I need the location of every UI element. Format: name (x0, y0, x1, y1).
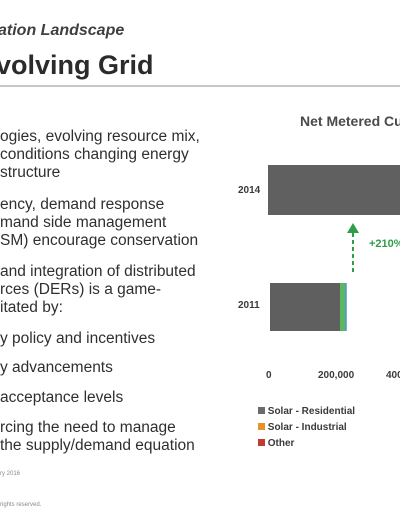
bullet-1-line-1: ogies, evolving resource mix, (0, 128, 200, 145)
bullet-3-line-2: rces (DERs) is a game- (0, 281, 162, 298)
x-tick-0: 0 (266, 370, 272, 381)
growth-arrow-head (347, 223, 359, 233)
bullet-2-line-3: SM) encourage conservation (0, 232, 199, 249)
slide-subtitle: ation Landscape (0, 22, 125, 39)
bar-2014 (268, 165, 400, 215)
legend-label-industrial: Solar - Industrial (267, 422, 347, 433)
footer-rights: rights reserved. (0, 502, 42, 508)
legend-item-solar-industrial: Solar - Industrial (258, 422, 347, 433)
growth-annotation: +210% (369, 238, 400, 250)
title-divider (0, 85, 400, 87)
sub-bullet-4-line-1: rcing the need to manage (0, 419, 176, 436)
legend-item-solar-residential: Solar - Residential (258, 406, 355, 417)
bullet-1-line-3: structure (0, 164, 61, 181)
legend-swatch-other (258, 439, 265, 446)
bullet-3-line-1: and integration of distributed (0, 263, 196, 280)
legend-swatch-residential (258, 407, 265, 414)
sub-bullet-3: acceptance levels (0, 389, 124, 406)
bullet-3-line-3: itated by: (0, 299, 63, 316)
sub-bullet-2: y advancements (0, 359, 113, 376)
chart-title: Net Metered Cu (300, 113, 400, 129)
bullet-2-line-2: mand side management (0, 214, 167, 231)
legend-item-other: Other (258, 438, 294, 449)
sub-bullet-1: y policy and incentives (0, 330, 156, 347)
slide-title: volving Grid (0, 50, 154, 80)
y-tick-2011: 2011 (238, 300, 260, 311)
bar-2011-other (345, 283, 347, 331)
legend-swatch-industrial (258, 423, 265, 430)
bullet-1-line-2: conditions changing energy (0, 146, 189, 163)
bar-2011-solar-industrial (340, 283, 346, 331)
legend-label-residential: Solar - Residential (267, 406, 356, 417)
bar-2011-solar-residential (270, 283, 340, 331)
bullet-2-line-1: ency, demand response (0, 196, 165, 213)
x-tick-200000: 200,000 (318, 370, 355, 381)
y-tick-2014: 2014 (238, 185, 261, 196)
legend-label-other: Other (267, 438, 295, 449)
sub-bullet-4-line-2: the supply/demand equation (0, 437, 195, 454)
x-tick-400: 400 (386, 370, 400, 381)
footer-date: ry 2016 (0, 471, 21, 477)
